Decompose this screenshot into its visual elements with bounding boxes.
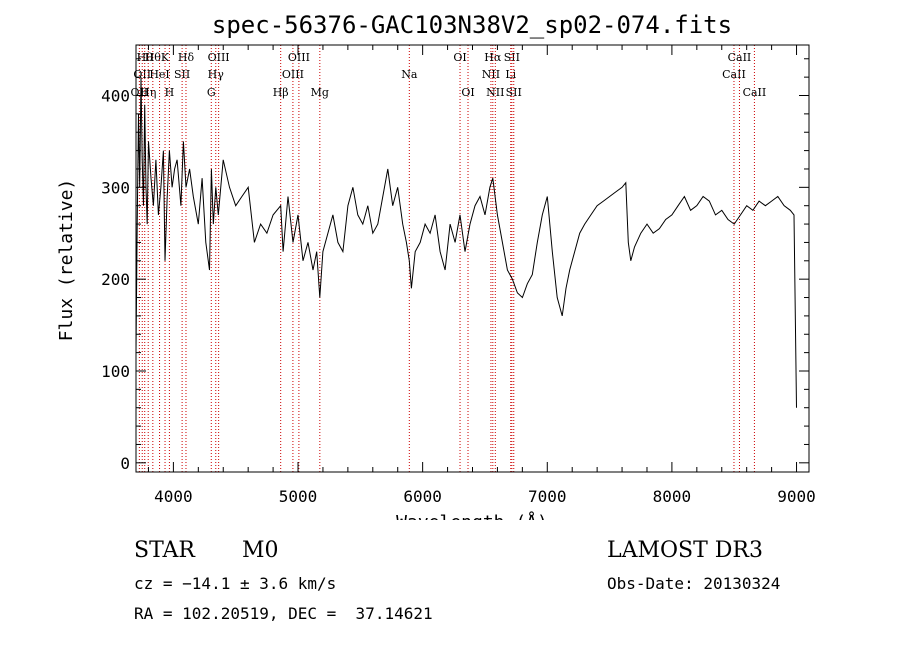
x-tick-label-5: 9000 <box>777 487 816 506</box>
marker-label-4: Hθ <box>145 51 162 64</box>
marker-label-10: G <box>207 86 216 99</box>
axis-ticks: 4000 5000 6000 7000 8000 9000 0 100 200 300 400 <box>101 45 816 506</box>
line-markers: OIIOIIHθHηHθHeIKHSIIHδGHγOIIIHβOIIIOIIIM… <box>131 45 767 472</box>
x-tick-label-4: 8000 <box>653 487 692 506</box>
marker-label-5: HeI <box>149 68 169 81</box>
y-tick-label-1: 100 <box>101 362 130 381</box>
marker-label-20: NII <box>482 68 500 81</box>
chart-title: spec-56376-GAC103N38V2_sp02-074.fits <box>212 11 732 39</box>
y-axis-label: Flux (relative) <box>56 179 77 342</box>
marker-label-3: Hη <box>140 86 156 99</box>
spectrum-line <box>135 77 797 408</box>
marker-label-11: Hγ <box>208 68 225 81</box>
marker-label-23: Li <box>505 68 516 81</box>
marker-label-28: CaII <box>743 86 767 99</box>
plot-area <box>135 44 810 473</box>
coordinates-text: RA = 102.20519, DEC = 37.14621 <box>134 604 433 623</box>
x-tick-label-1: 5000 <box>279 487 318 506</box>
y-tick-label-4: 400 <box>101 87 130 106</box>
x-axis-label: Wavelength (Å) <box>396 511 548 520</box>
marker-label-12: OIII <box>208 51 230 64</box>
plot-frame <box>135 44 810 473</box>
y-tick-label-2: 200 <box>101 270 130 289</box>
marker-label-1: OII <box>133 68 151 81</box>
survey-name: LAMOST DR3 <box>607 538 763 563</box>
redshift-text: cz = −14.1 ± 3.6 km/s <box>134 574 337 593</box>
marker-label-8: SII <box>174 68 190 81</box>
marker-label-9: Hδ <box>178 51 195 64</box>
object-subclass: M0 <box>242 538 279 563</box>
marker-label-26: CaII <box>722 68 746 81</box>
marker-label-6: K <box>161 51 170 64</box>
object-class: STAR <box>134 538 195 563</box>
x-tick-label-2: 6000 <box>403 487 442 506</box>
marker-label-27: CaII <box>728 51 752 64</box>
spectrum-chart: spec-56376-GAC103N38V2_sp02-074.fits OII… <box>56 11 816 533</box>
marker-label-2: Hθ <box>137 51 154 64</box>
marker-label-15: OIII <box>288 51 310 64</box>
marker-label-17: Na <box>401 68 418 81</box>
y-tick-label-0: 0 <box>120 454 130 473</box>
y-tick-label-3: 300 <box>101 178 130 197</box>
marker-label-19: OI <box>461 86 474 99</box>
marker-label-16: Mg <box>311 86 329 99</box>
marker-label-14: OIII <box>282 68 304 81</box>
marker-label-7: H <box>165 86 175 99</box>
x-tick-label-3: 7000 <box>528 487 567 506</box>
marker-label-22: NII <box>486 86 504 99</box>
marker-label-21: Hα <box>484 51 502 64</box>
obs-date-text: Obs-Date: 20130324 <box>607 574 781 593</box>
marker-label-25: SII <box>506 86 522 99</box>
x-tick-label-0: 4000 <box>154 487 193 506</box>
marker-label-18: OI <box>453 51 466 64</box>
marker-label-13: Hβ <box>273 86 289 99</box>
marker-label-24: SII <box>504 51 520 64</box>
